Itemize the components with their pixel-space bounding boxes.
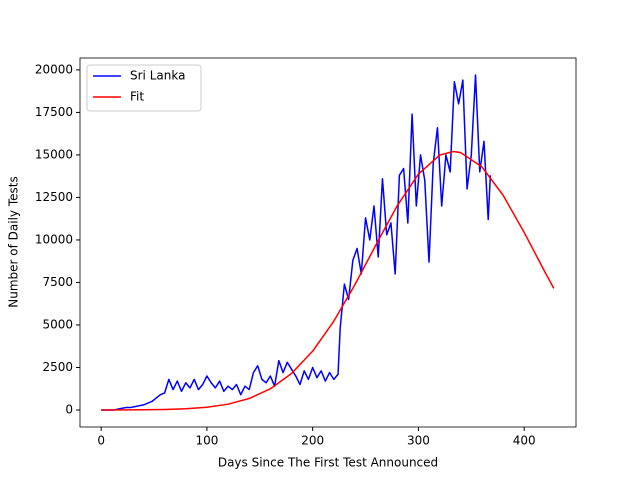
- y-tick-label: 0: [65, 402, 73, 416]
- y-tick-label: 12500: [35, 190, 73, 204]
- data-line: [101, 74, 492, 411]
- x-tick-label: 0: [97, 434, 105, 448]
- x-tick-label: 400: [513, 434, 536, 448]
- x-tick-label: 100: [195, 434, 218, 448]
- x-tick-label: 300: [407, 434, 430, 448]
- plot-frame: [79, 57, 577, 428]
- data-line: [101, 150, 555, 411]
- x-tick-label: 200: [301, 434, 324, 448]
- y-tick-label: 20000: [35, 62, 73, 76]
- y-axis-label: Number of Daily Tests: [7, 176, 21, 307]
- y-tick-label: 2500: [42, 360, 73, 374]
- y-tick-label: 15000: [35, 147, 73, 161]
- x-axis-label: Days Since The First Test Announced: [218, 456, 438, 470]
- legend-label: Sri Lanka: [130, 69, 185, 83]
- y-tick-label: 17500: [35, 105, 73, 119]
- y-tick-label: 5000: [42, 317, 73, 331]
- legend-label: Fit: [130, 90, 144, 104]
- y-tick-label: 7500: [42, 275, 73, 289]
- y-tick-label: 10000: [35, 232, 73, 246]
